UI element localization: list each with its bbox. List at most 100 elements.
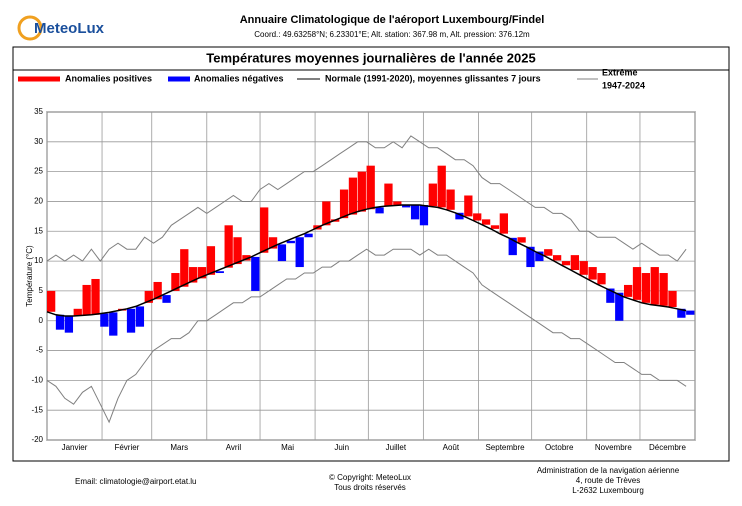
x-tick-label: Juin bbox=[334, 443, 349, 452]
negative-anomaly-bar bbox=[135, 306, 145, 327]
negative-anomaly-bar bbox=[508, 237, 517, 256]
positive-anomaly-bar bbox=[82, 284, 91, 316]
positive-anomaly-bar bbox=[384, 183, 393, 207]
x-tick-label: Décembre bbox=[649, 443, 686, 452]
page-title: Annuaire Climatologique de l'aéroport Lu… bbox=[240, 14, 545, 26]
positive-anomaly-bar bbox=[659, 273, 668, 306]
positive-anomaly-bar bbox=[668, 290, 677, 308]
positive-anomaly-bar bbox=[473, 213, 482, 221]
negative-anomaly-bar bbox=[677, 308, 686, 318]
normal-line bbox=[46, 204, 687, 317]
negative-anomaly-bar bbox=[526, 246, 535, 268]
positive-anomaly-bar bbox=[623, 284, 633, 297]
positive-anomaly-bar bbox=[481, 219, 491, 225]
x-tick-label: Janvier bbox=[62, 443, 88, 452]
legend-label: Anomalies négatives bbox=[194, 73, 284, 83]
extreme-min-line bbox=[46, 248, 687, 424]
coords: Coord.: 49.63258°N; 6.23301°E; Alt. stat… bbox=[254, 30, 530, 39]
x-tick-label: Septembre bbox=[485, 443, 525, 452]
footer-email: Email: climatologie@airport.etat.lu bbox=[75, 477, 197, 486]
logo: MeteoLux bbox=[34, 20, 105, 37]
positive-anomaly-bar bbox=[632, 267, 642, 300]
chart-title: Températures moyennes journalières de l'… bbox=[206, 50, 535, 65]
y-tick-label: -20 bbox=[31, 435, 43, 444]
negative-anomaly-bar bbox=[126, 308, 136, 333]
positive-anomaly-bar bbox=[517, 237, 526, 243]
positive-anomaly-bar bbox=[348, 177, 358, 215]
y-tick-label: 5 bbox=[39, 286, 44, 295]
positive-anomaly-bar bbox=[171, 273, 180, 291]
x-tick-label: Août bbox=[443, 443, 460, 452]
positive-anomaly-bar bbox=[197, 267, 207, 279]
negative-anomaly-bar bbox=[295, 237, 304, 268]
positive-anomaly-bar bbox=[189, 267, 198, 283]
y-tick-label: 35 bbox=[34, 107, 43, 116]
logo-icon bbox=[17, 15, 43, 41]
chart-frame bbox=[12, 46, 730, 462]
plot: -20 -15 -10 -5 0 5 10 15 20 25 30 35 Janvier Février M… bbox=[31, 107, 696, 452]
legend-label: Normale (1991-2020), moyennes glissantes… bbox=[325, 73, 541, 83]
y-tick-label: 30 bbox=[34, 137, 43, 146]
negative-anomaly-bar bbox=[455, 212, 464, 220]
positive-anomaly-bar bbox=[650, 267, 659, 305]
negative-anomaly-bar bbox=[615, 292, 624, 321]
positive-anomaly-bar bbox=[588, 267, 597, 280]
positive-anomaly-bar bbox=[464, 195, 473, 217]
x-tick-label: Juillet bbox=[386, 443, 407, 452]
x-tick-label: Mai bbox=[281, 443, 294, 452]
negative-anomaly-bar bbox=[162, 295, 171, 303]
positive-anomaly-bar bbox=[268, 237, 278, 249]
positive-anomaly-bar bbox=[233, 237, 242, 265]
footer-address: Administration de la navigation aérienne bbox=[537, 466, 680, 475]
negative-anomaly-bar bbox=[410, 205, 420, 220]
positive-anomaly-bar bbox=[206, 246, 216, 275]
negative-anomaly-bar bbox=[375, 207, 384, 214]
positive-anomaly-bar bbox=[242, 255, 251, 261]
positive-anomaly-bar bbox=[490, 225, 500, 229]
negative-anomaly-bar bbox=[686, 310, 695, 315]
negative-anomaly-bar bbox=[277, 244, 287, 262]
positive-anomaly-bar bbox=[437, 165, 446, 208]
y-tick-label: -5 bbox=[36, 346, 44, 355]
positive-anomaly-bar bbox=[153, 281, 162, 300]
y-tick-label: 0 bbox=[39, 316, 44, 325]
x-tick-label: Mars bbox=[170, 443, 188, 452]
legend-label: Extrême bbox=[602, 67, 638, 77]
negative-anomaly-bar bbox=[606, 288, 615, 303]
positive-anomaly-bar bbox=[597, 273, 606, 285]
y-tick-label: -15 bbox=[31, 405, 43, 414]
x-tick-label: Février bbox=[114, 443, 139, 452]
positive-anomaly-bar bbox=[499, 213, 508, 234]
y-tick-label: -10 bbox=[31, 375, 43, 384]
footer-address: 4, route de Trèves bbox=[576, 476, 640, 485]
negative-anomaly-bar bbox=[55, 314, 65, 330]
negative-anomaly-bar bbox=[402, 205, 411, 208]
footer-address: L-2632 Luxembourg bbox=[572, 486, 644, 495]
positive-anomaly-bar bbox=[224, 225, 233, 268]
legend-label: 1947-2024 bbox=[602, 80, 645, 90]
x-tick-label: Novembre bbox=[595, 443, 632, 452]
footer-copyright: © Copyright: MeteoLux bbox=[329, 473, 411, 482]
negative-anomaly-bar bbox=[304, 233, 313, 238]
positive-anomaly-bar bbox=[144, 290, 153, 303]
positive-anomaly-bar bbox=[91, 278, 100, 315]
positive-anomaly-bar bbox=[552, 255, 562, 261]
x-tick-label: Avril bbox=[226, 443, 242, 452]
positive-anomaly-bar bbox=[73, 308, 82, 316]
y-tick-label: 20 bbox=[34, 197, 43, 206]
y-tick-label: 10 bbox=[34, 256, 43, 265]
positive-anomaly-bar bbox=[641, 273, 651, 303]
positive-anomaly-bar bbox=[260, 207, 269, 253]
negative-anomaly-bar bbox=[100, 313, 109, 327]
positive-anomaly-bar bbox=[180, 249, 189, 287]
positive-anomaly-bar bbox=[47, 290, 56, 312]
negative-anomaly-bar bbox=[286, 240, 295, 244]
x-tick-label: Octobre bbox=[545, 443, 574, 452]
positive-anomaly-bar bbox=[339, 189, 349, 219]
positive-anomaly-bar bbox=[561, 261, 571, 266]
y-tick-label: 15 bbox=[34, 226, 43, 235]
footer-copyright: Tous droits réservés bbox=[334, 483, 406, 492]
positive-anomaly-bar bbox=[357, 171, 366, 212]
negative-anomaly-bar bbox=[215, 271, 224, 274]
